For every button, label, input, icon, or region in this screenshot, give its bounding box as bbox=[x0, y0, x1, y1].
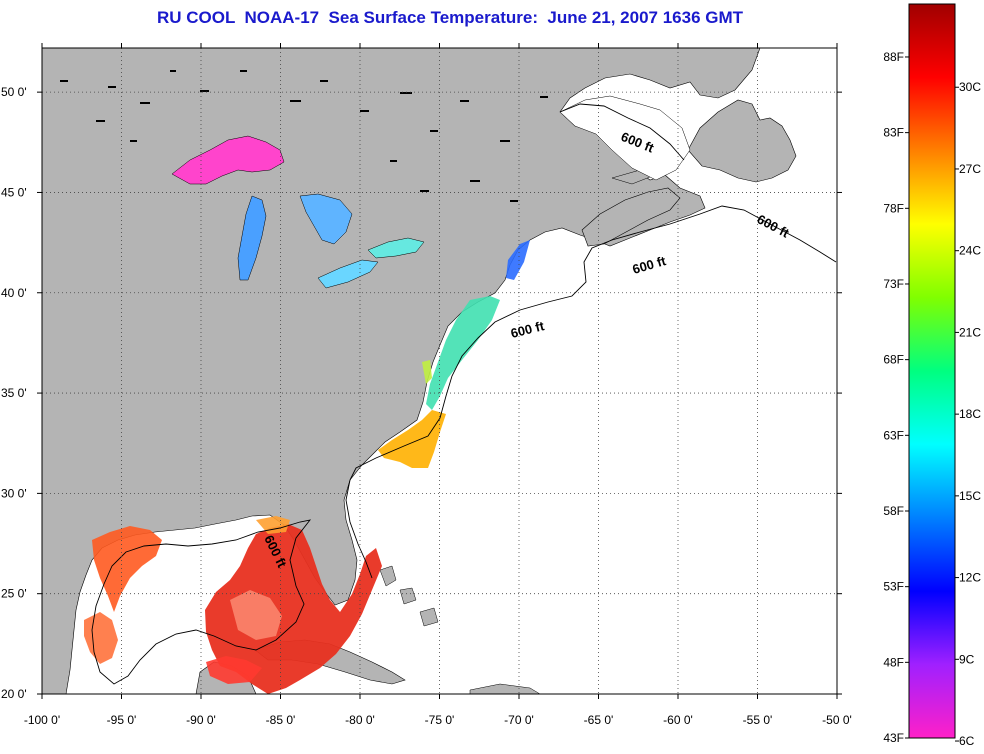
sst-swath-yucatan-channel bbox=[206, 656, 262, 684]
lat-tick-label: 50 0' bbox=[1, 85, 27, 99]
map-layers bbox=[42, 48, 837, 694]
colorbar-f-label: 83F bbox=[883, 126, 904, 140]
colorbar-c-label: 21C bbox=[959, 325, 981, 339]
colorbar-f-label: 78F bbox=[883, 201, 904, 215]
lon-tick-label: -80 0' bbox=[345, 713, 375, 727]
colorbar-c-label: 15C bbox=[959, 489, 981, 503]
lon-tick-label: -70 0' bbox=[504, 713, 534, 727]
lake-erie bbox=[317, 259, 379, 289]
lon-tick-label: -100 0' bbox=[24, 713, 60, 727]
land-hispaniola bbox=[469, 683, 541, 694]
land-newfoundland bbox=[687, 99, 797, 183]
sst-swath-gulf-west bbox=[92, 526, 162, 612]
lat-tick-label: 40 0' bbox=[1, 286, 27, 300]
lat-tick-label: 25 0' bbox=[1, 587, 27, 601]
map-title: RU COOL NOAA-17 Sea Surface Temperature:… bbox=[156, 8, 744, 27]
sst-swath-chesapeake bbox=[422, 360, 432, 384]
graticule bbox=[42, 48, 837, 694]
colorbar-c-label: 12C bbox=[959, 571, 981, 585]
lat-tick-label: 30 0' bbox=[1, 486, 27, 500]
sst-swath-carolinas bbox=[378, 410, 446, 468]
sst-swath-mid-atlantic bbox=[426, 296, 500, 410]
latitude-axis: 20 0' 25 0' 30 0' 35 0' 40 0' 45 0' 50 0' bbox=[1, 85, 842, 701]
colorbar-f-label: 58F bbox=[883, 504, 904, 518]
colorbar-f-label: 73F bbox=[883, 277, 904, 291]
colorbar-c-label: 9C bbox=[959, 652, 975, 666]
colorbar-f-label: 88F bbox=[883, 50, 904, 64]
lon-tick-label: -65 0' bbox=[584, 713, 614, 727]
lon-tick-label: -75 0' bbox=[425, 713, 455, 727]
lake-ontario bbox=[367, 237, 425, 259]
lon-tick-label: -90 0' bbox=[186, 713, 216, 727]
lake-huron bbox=[299, 193, 353, 245]
colorbar-f-label: 48F bbox=[883, 655, 904, 669]
lon-tick-label: -55 0' bbox=[743, 713, 773, 727]
isobath-gulf bbox=[91, 519, 312, 685]
colorbar-f-label: 53F bbox=[883, 580, 904, 594]
colorbar-c-label: 30C bbox=[959, 80, 981, 94]
lon-tick-label: -95 0' bbox=[107, 713, 137, 727]
lat-tick-label: 45 0' bbox=[1, 185, 27, 199]
colorbar-f-label: 68F bbox=[883, 353, 904, 367]
lon-tick-label: -50 0' bbox=[822, 713, 852, 727]
isobath-atlantic bbox=[349, 205, 837, 481]
longitude-axis: -100 0' -95 0' -90 0' -85 0' -80 0' -75 0' -70… bbox=[24, 43, 852, 727]
lon-tick-label: -60 0' bbox=[663, 713, 693, 727]
colorbar-c-label: 24C bbox=[959, 244, 981, 258]
lake-michigan bbox=[237, 195, 267, 281]
sst-swath-florida-panhandle bbox=[256, 516, 290, 534]
sst-swath-gulf-east bbox=[205, 524, 382, 694]
colorbar-c-label: 6C bbox=[959, 734, 975, 748]
colorbar-fahrenheit-labels: 88F 83F 78F 73F 68F 63F 58F 53F 48F 43F bbox=[883, 50, 909, 745]
isobath-labrador bbox=[559, 103, 685, 161]
colorbar bbox=[908, 3, 956, 739]
lat-tick-label: 35 0' bbox=[1, 386, 27, 400]
land-bahamas bbox=[379, 565, 439, 627]
colorbar-f-label: 63F bbox=[883, 428, 904, 442]
isobath-florida-east bbox=[345, 479, 373, 579]
colorbar-c-label: 18C bbox=[959, 407, 981, 421]
sst-swath-loop-current bbox=[230, 590, 282, 640]
colorbar-celsius-labels: 30C 27C 24C 21C 18C 15C 12C 9C 6C bbox=[955, 80, 981, 748]
sst-swath-gulf-of-maine bbox=[506, 240, 530, 280]
small-lakes bbox=[60, 70, 548, 202]
lat-tick-label: 20 0' bbox=[1, 687, 27, 701]
lake-superior bbox=[171, 135, 285, 185]
colorbar-c-label: 27C bbox=[959, 162, 981, 176]
colorbar-f-label: 43F bbox=[883, 731, 904, 745]
lon-tick-label: -85 0' bbox=[266, 713, 296, 727]
